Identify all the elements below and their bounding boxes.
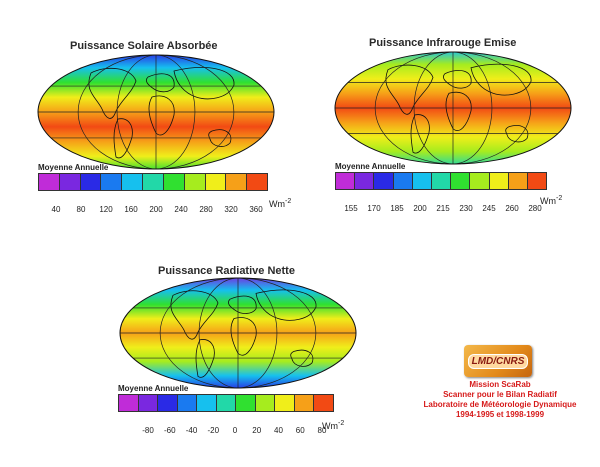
tick-label: 160 [124, 205, 138, 214]
tick-label: 200 [149, 205, 163, 214]
map-title-infrared: Puissance Infrarouge Emise [369, 37, 517, 49]
colorbar-segment [59, 174, 81, 190]
credit-line: 1994-1995 et 1998-1999 [455, 410, 545, 419]
map-title-solar: Puissance Solaire Absorbée [70, 40, 218, 52]
colorbar-segment [247, 174, 267, 190]
credit-line: Laboratoire de Météorologie Dynamique [423, 400, 577, 409]
colorbar-segment [431, 173, 452, 189]
colorbar-segment [226, 174, 248, 190]
credit-line: Scanner pour le Bilan Radiatif [443, 390, 557, 399]
tick-label: 155 [344, 204, 358, 213]
tick-label: 245 [482, 204, 496, 213]
tick-label: -80 [142, 426, 154, 435]
tick-label: -60 [163, 426, 176, 435]
colorbar-label: Moyenne Annuelle [38, 163, 109, 172]
tick-label: 80 [76, 205, 86, 214]
tick-label: 360 [249, 205, 263, 214]
colorbar-segment [177, 395, 198, 411]
colorbar-segment [489, 173, 509, 189]
credits: Mission ScaRab Scanner pour le Bilan Rad… [405, 380, 595, 420]
tick-label: 260 [505, 204, 519, 213]
world-map-infrared [334, 51, 572, 165]
colorbar-segment [527, 173, 547, 189]
colorbar-label: Moyenne Annuelle [335, 162, 406, 171]
colorbar-segment [143, 174, 164, 190]
tick-label: 80 [317, 426, 327, 435]
tick-label: 215 [436, 204, 450, 213]
colorbar-segment [374, 173, 394, 189]
colorbar-segment [393, 173, 413, 189]
tick-label: 230 [459, 204, 473, 213]
unit-label: Wm-2 [322, 420, 345, 431]
tick-label: 60 [295, 426, 305, 435]
colorbar-segment [119, 395, 139, 411]
tick-label: 40 [51, 205, 61, 214]
colorbar-segment [314, 395, 334, 411]
tick-label: 200 [413, 204, 427, 213]
colorbar-segment [101, 174, 123, 190]
colorbar-net [118, 394, 334, 412]
tick-label: 240 [174, 205, 188, 214]
colorbar-segment [236, 395, 256, 411]
colorbar-segment [138, 395, 159, 411]
colorbar-infrared [335, 172, 547, 190]
lmd-cnrs-logo: LMD/CNRS [464, 345, 532, 377]
tick-label: 170 [367, 204, 381, 213]
tick-label: 280 [528, 204, 542, 213]
colorbar-label: Moyenne Annuelle [118, 384, 189, 393]
world-map-net [119, 277, 357, 389]
map-title-net: Puissance Radiative Nette [158, 265, 295, 277]
unit-label: Wm-2 [540, 195, 563, 206]
colorbar-solar [38, 173, 268, 191]
colorbar-segment [197, 395, 217, 411]
colorbar-segment [80, 174, 102, 190]
colorbar-segment [205, 174, 227, 190]
colorbar-segment [355, 173, 375, 189]
colorbar-segment [508, 173, 528, 189]
world-map-solar [37, 54, 275, 170]
colorbar-segment [163, 174, 185, 190]
credit-line: Mission ScaRab [469, 380, 531, 389]
tick-label: 185 [390, 204, 404, 213]
colorbar-segment [275, 395, 295, 411]
tick-label: -20 [207, 426, 220, 435]
colorbar-segment [336, 173, 356, 189]
tick-label: 0 [232, 426, 238, 435]
unit-label: Wm-2 [269, 198, 292, 209]
tick-label: 280 [199, 205, 213, 214]
colorbar-segment [158, 395, 178, 411]
colorbar-segment [451, 173, 471, 189]
tick-label: 320 [224, 205, 238, 214]
colorbar-segment [255, 395, 276, 411]
tick-label: 120 [99, 205, 113, 214]
colorbar-segment [184, 174, 206, 190]
colorbar-segment [122, 174, 144, 190]
tick-label: -40 [185, 426, 198, 435]
colorbar-segment [294, 395, 315, 411]
colorbar-segment [216, 395, 237, 411]
tick-label: 40 [274, 426, 283, 435]
colorbar-segment [470, 173, 490, 189]
colorbar-segment [39, 174, 60, 190]
colorbar-segment [412, 173, 432, 189]
tick-label: 20 [252, 426, 262, 435]
